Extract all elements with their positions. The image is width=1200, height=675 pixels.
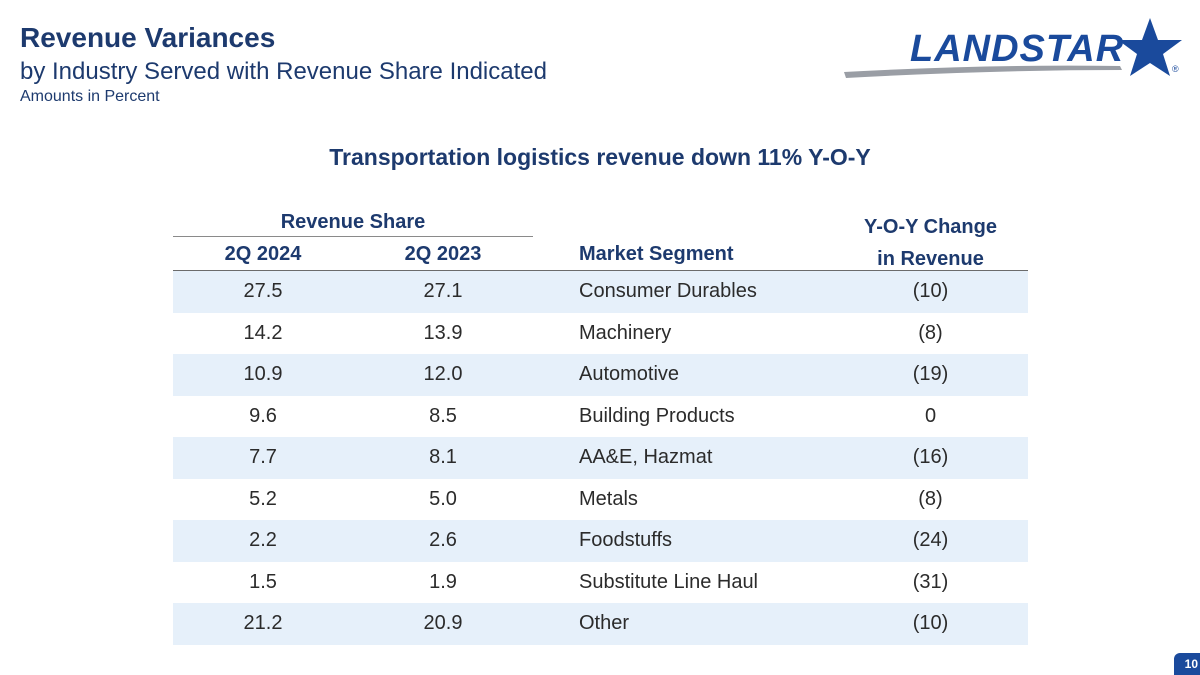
yoy-change: (16): [912, 446, 949, 468]
page-title: Revenue Variances: [20, 22, 276, 53]
share-2023: 20.9: [423, 612, 463, 634]
segment: Substitute Line Haul: [579, 570, 759, 593]
segment: Foodstuffs: [579, 529, 673, 551]
share-2024: 10.9: [243, 363, 283, 385]
registered-mark: ®: [1172, 64, 1179, 74]
yoy-change: (19): [912, 363, 949, 385]
table-row: 14.2 13.9 Machinery (8): [173, 313, 1028, 355]
yoy-change: (8): [918, 487, 943, 510]
share-2024: 21.2: [243, 612, 283, 634]
table-row: 7.7 8.1 AA&E, Hazmat (16): [173, 437, 1028, 479]
share-2024: 7.7: [249, 446, 277, 468]
table-row: 21.2 20.9 Other (10): [173, 603, 1028, 645]
table-row: 5.2 5.0 Metals (8): [173, 479, 1028, 521]
yoy-change: (8): [918, 321, 943, 344]
share-2023: 2.6: [429, 529, 457, 551]
share-2024: 2.2: [249, 529, 277, 551]
share-2024: 27.5: [243, 280, 283, 302]
col-2q-2023: 2Q 2023: [404, 243, 482, 265]
yoy-change: 0: [924, 404, 937, 427]
share-2024: 1.5: [249, 570, 277, 593]
segment: Consumer Durables: [579, 280, 757, 302]
share-2024: 14.2: [243, 321, 283, 344]
logo-swoosh-icon: [844, 18, 1182, 78]
col-yoy-line2: in Revenue: [877, 248, 984, 270]
yoy-change: (10): [912, 612, 949, 634]
table-row: 27.5 27.1 Consumer Durables (10): [173, 271, 1028, 313]
share-2024: 5.2: [249, 487, 277, 510]
page-subtitle: by Industry Served with Revenue Share In…: [20, 58, 547, 85]
table-header: Revenue Share 2Q 2024 2Q 2023 Market Seg…: [173, 205, 1028, 271]
share-2023: 12.0: [423, 363, 463, 385]
revenue-share-header: Revenue Share: [280, 211, 426, 233]
page-number: 10: [1174, 653, 1200, 675]
yoy-change: (24): [912, 529, 949, 551]
col-yoy-change: Y-O-Y Change in Revenue: [833, 211, 1028, 275]
share-2023: 27.1: [423, 280, 463, 302]
segment: Building Products: [579, 404, 735, 427]
share-2023: 8.1: [429, 446, 457, 468]
segment: Machinery: [579, 321, 672, 344]
headline: Transportation logistics revenue down 11…: [329, 144, 871, 170]
header-divider: [173, 270, 1028, 271]
col-market-segment: Market Segment: [579, 243, 734, 265]
table-row: 10.9 12.0 Automotive (19): [173, 354, 1028, 396]
yoy-change: (31): [912, 570, 949, 593]
share-2023: 13.9: [423, 321, 463, 344]
segment: Other: [579, 612, 630, 634]
group-underline: [173, 236, 533, 237]
segment: Metals: [579, 487, 638, 510]
col-yoy-line1: Y-O-Y Change: [864, 216, 997, 238]
col-2q-2024: 2Q 2024: [224, 243, 302, 265]
share-2023: 5.0: [429, 487, 457, 510]
table-row: 1.5 1.9 Substitute Line Haul (31): [173, 562, 1028, 604]
table-row: 2.2 2.6 Foodstuffs (24): [173, 520, 1028, 562]
revenue-table: Revenue Share 2Q 2024 2Q 2023 Market Seg…: [173, 205, 1028, 645]
landstar-logo: LANDSTAR ®: [840, 14, 1190, 84]
share-2023: 1.9: [429, 570, 457, 593]
segment: AA&E, Hazmat: [579, 446, 713, 468]
yoy-change: (10): [912, 280, 949, 302]
segment: Automotive: [579, 363, 680, 385]
share-2024: 9.6: [249, 404, 277, 427]
units-note: Amounts in Percent: [20, 88, 160, 105]
share-2023: 8.5: [429, 404, 457, 427]
logo-wordmark: LANDSTAR: [910, 28, 1125, 70]
table-row: 9.6 8.5 Building Products 0: [173, 396, 1028, 438]
